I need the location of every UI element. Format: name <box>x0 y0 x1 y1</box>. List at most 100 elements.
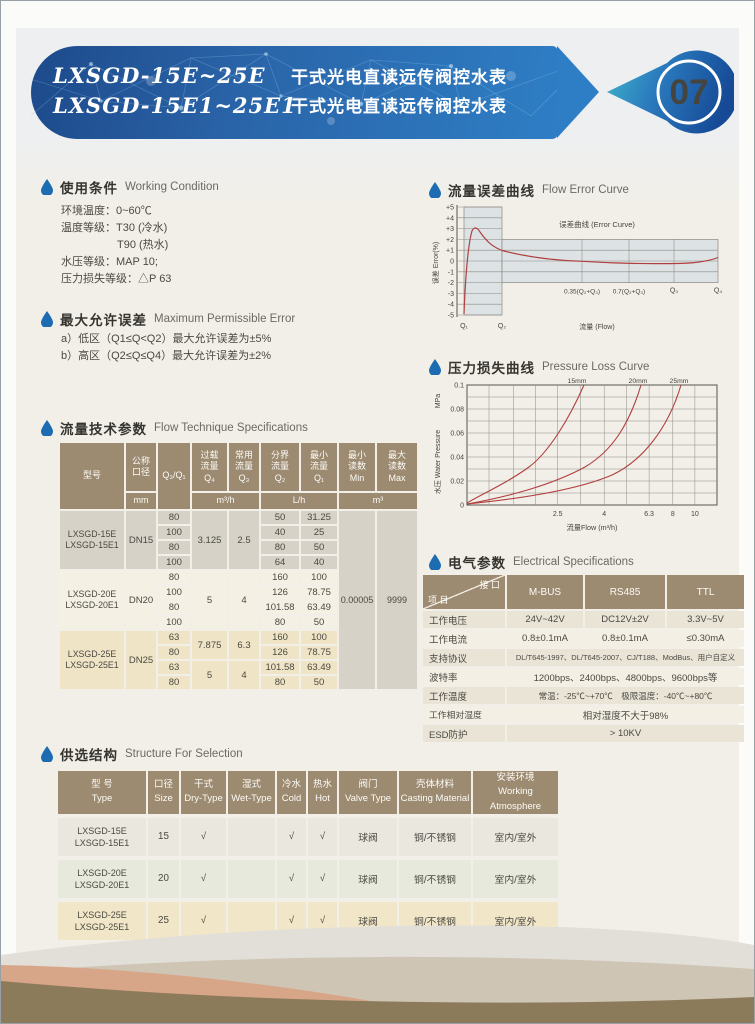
cell-q3: 2.5 <box>229 511 259 569</box>
heading-cn: 电气参数 <box>448 556 506 571</box>
cell-q2: 80 <box>261 676 299 689</box>
y-tick: 0.04 <box>450 455 464 462</box>
table-row: ESD防护 > 10KV <box>423 725 744 742</box>
col-header-model: 型号 <box>60 443 124 509</box>
cell-hot-check: √ <box>308 817 337 856</box>
cell-q3: 4 <box>229 571 259 629</box>
table-row: 工作相对湿度 相对湿度不大于98% <box>423 706 744 723</box>
y-tick: -3 <box>448 291 454 298</box>
table-row: 100 40 25 <box>60 526 417 539</box>
table-row: 80 101.58 63.49 <box>60 601 417 614</box>
cell-ratio: 63 <box>158 631 190 644</box>
cell-hot-check: √ <box>308 859 337 898</box>
col-header-environment: 安装环境 Working Atmosphere <box>473 771 558 814</box>
corner-label-item: 项 目 <box>428 595 449 605</box>
cell-dn: DN25 <box>126 631 156 689</box>
cell-ratio: 100 <box>158 526 190 539</box>
flow-spec-table: 型号 公称 口径 Q₃/Q₁ 过载 流量 Q₄ 常用 流量 Q₃ 分界 流量 Q… <box>58 441 419 691</box>
cell-valve: 球阀 <box>339 817 397 856</box>
y-tick: -1 <box>448 269 454 276</box>
cell-ratio: 80 <box>158 571 190 584</box>
cell-q2: 126 <box>261 646 299 659</box>
cell-q2: 40 <box>261 526 299 539</box>
table-row: LXSGD-15E LXSGD-15E1 DN15 80 3.125 2.5 5… <box>60 511 417 689</box>
table-row: LXSGD-25E LXSGD-25E1 DN25 63 7.875 6.3 1… <box>60 631 417 689</box>
cell-dn: DN20 <box>126 571 156 629</box>
cell-environment: 室内/室外 <box>473 859 558 898</box>
droplet-icon <box>429 359 441 375</box>
y-tick: -2 <box>448 280 454 287</box>
unit-lh: L/h <box>261 493 337 509</box>
heading-cn: 流量技术参数 <box>60 422 147 437</box>
max-error-line-a: a）低区（Q1≤Q<Q2）最大允许误差为±5% <box>61 333 272 345</box>
heading-cn: 压力损失曲线 <box>448 361 535 376</box>
cell-q2: 64 <box>261 556 299 569</box>
cell-q2: 80 <box>261 616 299 629</box>
cell-q3: 4 <box>229 661 259 689</box>
table-row: 100 80 50 <box>60 616 417 629</box>
cell-ratio: 80 <box>158 676 190 689</box>
section-selection-heading: 供选结构 Structure For Selection <box>41 744 243 764</box>
heading-en: Maximum Permissible Error <box>154 313 296 325</box>
y-tick: -4 <box>448 302 454 309</box>
header-banner: LXSGD-15E~25E LXSGD-15E1~25E1 干式光电直读远传阀控… <box>31 46 558 139</box>
table-row: 100 126 78.75 <box>60 586 417 599</box>
table-row: LXSGD-15E LXSGD-15E1 15 √ √ √ 球阀 铜/不锈钢 室… <box>58 817 558 856</box>
table-row: 80 126 78.75 <box>60 646 417 659</box>
x-axis-label: 流量Flow (m³/h) <box>567 523 618 532</box>
pressure-loss-chart: 15mm 20mm 25mm 0.1 0.08 0.06 0.04 0.02 0… <box>433 378 718 532</box>
heading-en: Flow Error Curve <box>542 184 629 196</box>
cell-q2: 80 <box>261 541 299 554</box>
section-working-condition-heading: 使用条件 Working Condition <box>41 177 219 197</box>
droplet-badge-shape <box>607 50 734 134</box>
series-label: 15mm <box>568 378 587 385</box>
col-header-ratio: Q₃/Q₁ <box>158 443 190 509</box>
section-pressure-loss-heading: 压力损失曲线 Pressure Loss Curve <box>429 357 649 377</box>
cell-q4: 5 <box>192 571 227 629</box>
cell-environment: 室内/室外 <box>473 817 558 856</box>
col-header-cold: 冷水 Cold <box>277 771 306 814</box>
unit-mm: mm <box>126 493 156 509</box>
table-row: 100 64 40 <box>60 556 417 569</box>
working-condition-text: 环境温度：0~60℃ 温度等级：T30 (冷水) T90 (热水) 水压等级：M… <box>61 203 171 288</box>
cell-ratio: 100 <box>158 616 190 629</box>
cell-dry-check: √ <box>181 817 226 856</box>
x-tick: 6.3 <box>644 511 654 518</box>
cell-q2: 160 <box>261 571 299 584</box>
col-header-q2: 分界 流量 Q₂ <box>261 443 299 491</box>
unit-m3: m³ <box>339 493 417 509</box>
y-axis-label: 水压 Water Pressure <box>433 430 442 494</box>
cell-value: ≤0.30mA <box>667 630 744 647</box>
row-label: 工作温度 <box>423 687 505 704</box>
cell-model: LXSGD-15E LXSGD-15E1 <box>60 511 124 569</box>
cell-wet-check <box>228 859 275 898</box>
table-row: 波特率 1200bps、2400bps、4800bps、9600bps等 <box>423 668 744 685</box>
heading-cn: 最大允许误差 <box>60 313 147 328</box>
unit-m3h: m³/h <box>192 493 259 509</box>
y-tick: 0 <box>460 503 464 510</box>
cell-max-reading: 9999 <box>377 511 417 689</box>
cell-dry-check: √ <box>181 859 226 898</box>
y-tick: 0.1 <box>454 383 464 390</box>
cell-q3: 6.3 <box>229 631 259 659</box>
section-flow-spec-heading: 流量技术参数 Flow Technique Specifications <box>41 418 308 438</box>
cell-q1: 50 <box>301 541 337 554</box>
col-header-max: 最大 读数 Max <box>377 443 417 491</box>
cell-value: 3.3V~5V <box>667 611 744 628</box>
table-row: 工作温度 常温：-25℃~+70℃ 极限温度：-40℃~+80℃ <box>423 687 744 704</box>
x-tick: 0.7(Q₂+Q₃) <box>613 289 645 296</box>
cell-ratio: 80 <box>158 646 190 659</box>
product-model-codes: LXSGD-15E~25E LXSGD-15E1~25E1 <box>53 63 297 118</box>
cell-value: 24V~42V <box>507 611 583 628</box>
col-header-wet: 湿式 Wet-Type <box>228 771 275 814</box>
x-tick: Q₃ <box>670 288 678 295</box>
x-tick: 10 <box>691 511 699 518</box>
cell-ratio: 63 <box>158 661 190 674</box>
cell-material: 铜/不锈钢 <box>399 859 471 898</box>
y-tick: 0.06 <box>450 431 464 438</box>
cell-value: 0.8±0.1mA <box>585 630 665 647</box>
row-label: 工作电流 <box>423 630 505 647</box>
col-header-q3: 常用 流量 Q₃ <box>229 443 259 491</box>
cell-q1: 40 <box>301 556 337 569</box>
table-row: 支持协议 DL/T645-1997、DL/T645-2007、CJ/T188、M… <box>423 649 744 666</box>
